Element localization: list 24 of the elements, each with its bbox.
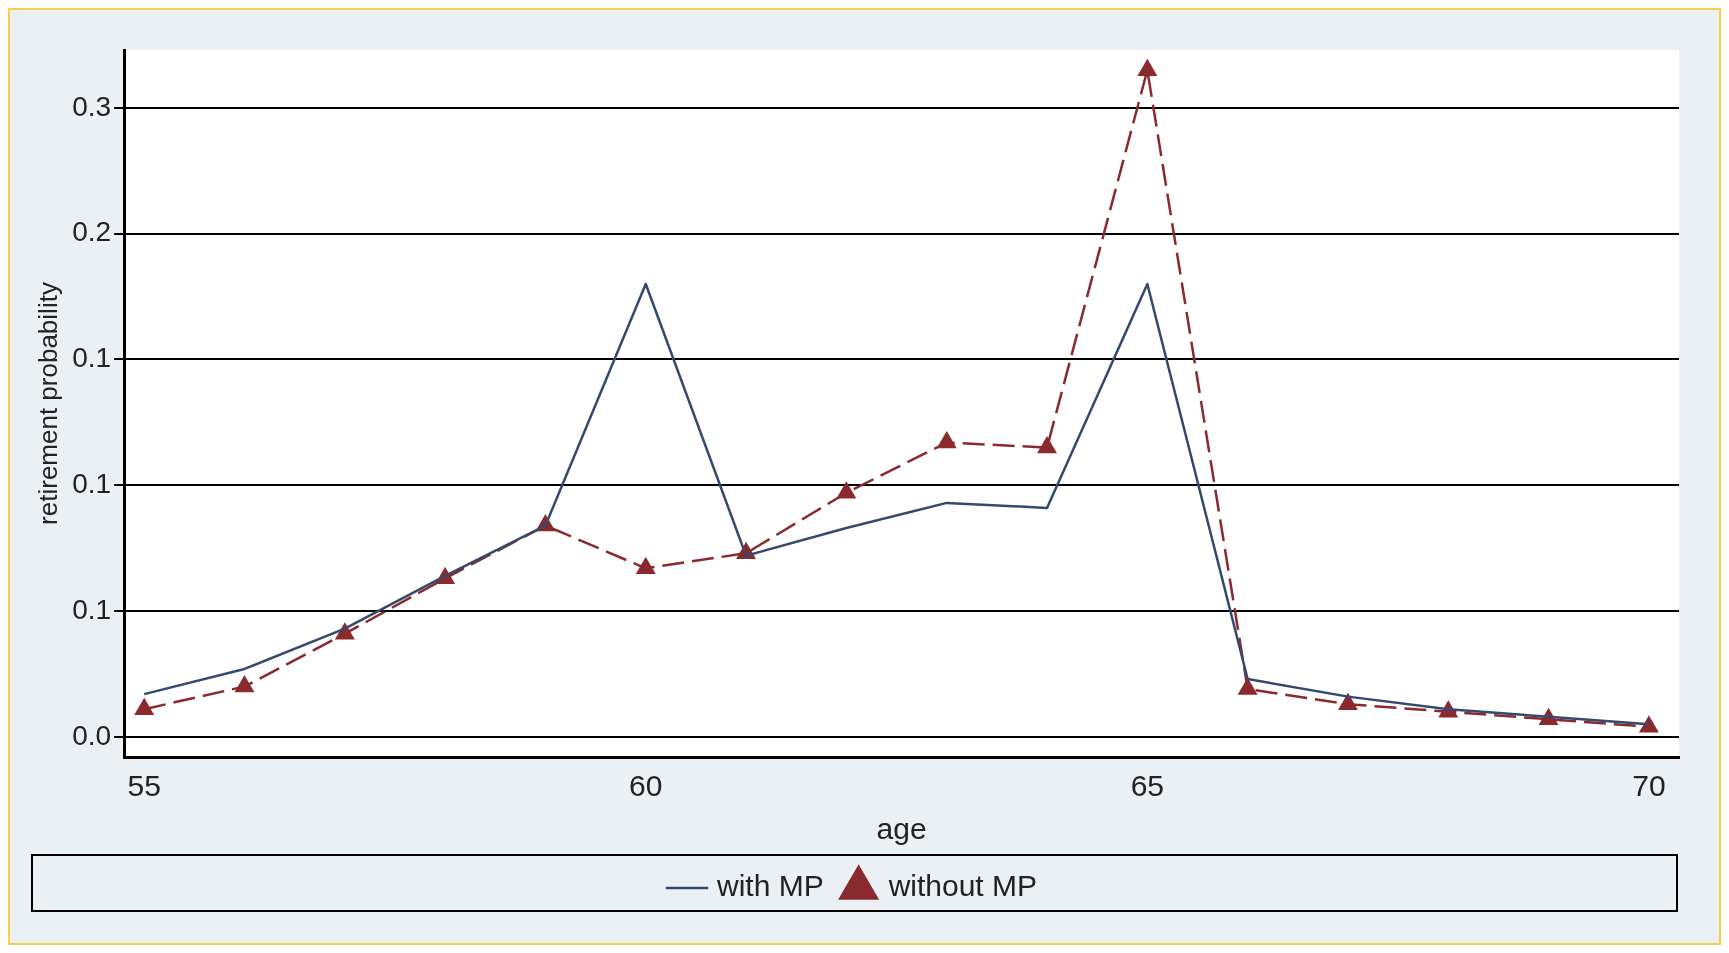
- x-tick-label: 65: [1130, 769, 1165, 803]
- point: [1138, 59, 1157, 76]
- y-tick-label: 0.3: [72, 90, 112, 122]
- y-tick-label: 0.1: [72, 342, 112, 374]
- y-axis-title: retirement probability: [32, 282, 63, 525]
- x-tick-label: 60: [629, 769, 663, 803]
- point: [1238, 678, 1257, 695]
- point: [235, 676, 254, 693]
- y-tick-label: 0.1: [72, 467, 112, 499]
- legend-label: without MP: [887, 869, 1038, 903]
- x-tick-label: 70: [1632, 769, 1666, 803]
- point: [1338, 693, 1358, 710]
- point: [1639, 716, 1658, 733]
- point: [1037, 437, 1057, 454]
- point: [937, 432, 956, 449]
- point: [837, 482, 856, 499]
- y-tick-label: 0.2: [72, 216, 112, 248]
- point: [636, 558, 655, 575]
- legend-label: with MP: [715, 869, 824, 903]
- y-tick-label: 0.0: [72, 719, 112, 751]
- x-tick-label: 55: [127, 769, 161, 803]
- x-axis-title: age: [876, 812, 927, 846]
- y-tick-label: 0.1: [72, 593, 112, 625]
- point: [135, 698, 154, 715]
